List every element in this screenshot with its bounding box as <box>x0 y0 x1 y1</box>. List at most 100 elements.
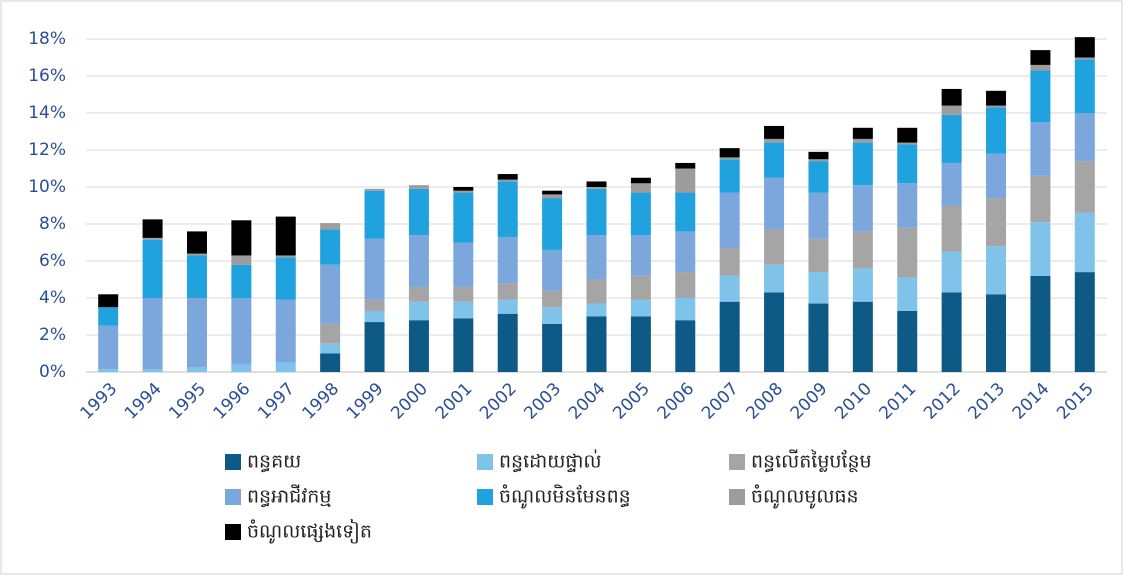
bar-segment <box>986 294 1007 372</box>
bar-segment <box>186 367 207 372</box>
bar-segment <box>764 229 785 265</box>
bar-segment <box>408 301 429 321</box>
bar-segment <box>986 246 1007 295</box>
bar-segment <box>142 369 163 372</box>
bar-segment <box>630 177 651 184</box>
legend-label: ពន្ធអាជីវកម្ម <box>247 484 331 508</box>
bar-segment <box>497 179 518 182</box>
bar-segment <box>897 277 918 311</box>
legend-swatch <box>225 524 241 540</box>
bar-segment <box>586 188 607 236</box>
bar-segment <box>542 290 563 308</box>
y-tick-label: 6% <box>39 251 66 271</box>
bar-segment <box>808 159 829 162</box>
bar-segment <box>986 107 1007 154</box>
legend-swatch <box>729 489 745 505</box>
bar-segment <box>453 187 474 191</box>
y-tick-label: 10% <box>28 177 66 197</box>
bar-segment <box>719 159 740 193</box>
bar-segment <box>675 320 696 372</box>
bar-segment <box>764 142 785 178</box>
bar-segment <box>852 301 873 372</box>
bar-segment <box>453 242 474 287</box>
bar-segment <box>764 125 785 139</box>
bar-segment <box>497 181 518 237</box>
bar-segment <box>453 301 474 319</box>
bar-segment <box>542 307 563 324</box>
bar-segment <box>719 192 740 249</box>
bar-segment <box>675 192 696 232</box>
bar-segment <box>408 286 429 302</box>
bar-segment <box>364 322 385 372</box>
legend-swatch <box>729 454 745 470</box>
bar-segment <box>808 192 829 239</box>
bar-segment <box>320 264 341 324</box>
bar-segment <box>408 185 429 189</box>
bar-segment <box>941 205 962 252</box>
bar-segment <box>1030 70 1051 123</box>
bar-segment <box>675 162 696 169</box>
legend-label: ពន្ធគយ <box>247 451 301 473</box>
bar-segment <box>941 114 962 163</box>
bar-segment <box>320 343 341 354</box>
bar-segment <box>1074 212 1095 273</box>
bar-segment <box>586 181 607 187</box>
bar-segment <box>852 127 873 139</box>
bar-segment <box>231 364 252 372</box>
bar-segment <box>1074 161 1095 213</box>
bar-segment <box>542 190 563 195</box>
bar-segment <box>630 275 651 300</box>
bar-segment <box>497 236 518 284</box>
bar-segment <box>1030 64 1051 71</box>
bar-segment <box>764 177 785 230</box>
y-tick-label: 16% <box>28 66 66 86</box>
bar-segment <box>986 105 1007 108</box>
bar-segment <box>719 148 740 158</box>
bar-segment <box>453 318 474 372</box>
legend-swatch <box>225 489 241 505</box>
bar-segment <box>586 187 607 189</box>
bar-segment <box>719 157 740 160</box>
bar-segment <box>98 307 119 326</box>
y-tick-label: 8% <box>39 214 66 234</box>
bar-segment <box>186 231 207 254</box>
bar-segment <box>142 219 163 238</box>
bar-segment <box>941 105 962 115</box>
bar-segment <box>98 369 119 372</box>
legend-label: ចំណូលមូលធន <box>751 484 859 510</box>
bar-segment <box>408 188 429 236</box>
bar-segment <box>808 161 829 193</box>
bar-segment <box>852 231 873 269</box>
bar-segment <box>630 183 651 193</box>
bar-segment <box>275 216 296 256</box>
y-tick-label: 2% <box>39 325 66 345</box>
bar-segment <box>453 286 474 302</box>
bar-segment <box>941 292 962 372</box>
bar-segment <box>630 316 651 372</box>
bar-segment <box>231 298 252 365</box>
bar-segment <box>986 90 1007 106</box>
bar-segment <box>1030 122 1051 176</box>
bar-segment <box>808 151 829 160</box>
bar-segment <box>542 194 563 199</box>
bar-segment <box>941 162 962 206</box>
bar-segment <box>808 238 829 273</box>
bar-segment <box>630 235 651 276</box>
bar-segment <box>453 190 474 193</box>
bar-segment <box>186 255 207 298</box>
bar-segment <box>497 174 518 180</box>
bar-segment <box>320 353 341 372</box>
bar-segment <box>630 192 651 236</box>
bar-segment <box>98 325 119 370</box>
bar-segment <box>231 255 252 265</box>
legend-label: ចំណូលមិនមែនពន្ធ <box>499 484 631 510</box>
bar-segment <box>142 239 163 298</box>
y-tick-label: 0% <box>39 362 66 382</box>
bar-segment <box>98 294 119 308</box>
bar-segment <box>1030 175 1051 223</box>
bar-segment <box>320 223 341 230</box>
bar-segment <box>231 264 252 298</box>
bar-segment <box>586 303 607 317</box>
bar-segment <box>186 298 207 368</box>
